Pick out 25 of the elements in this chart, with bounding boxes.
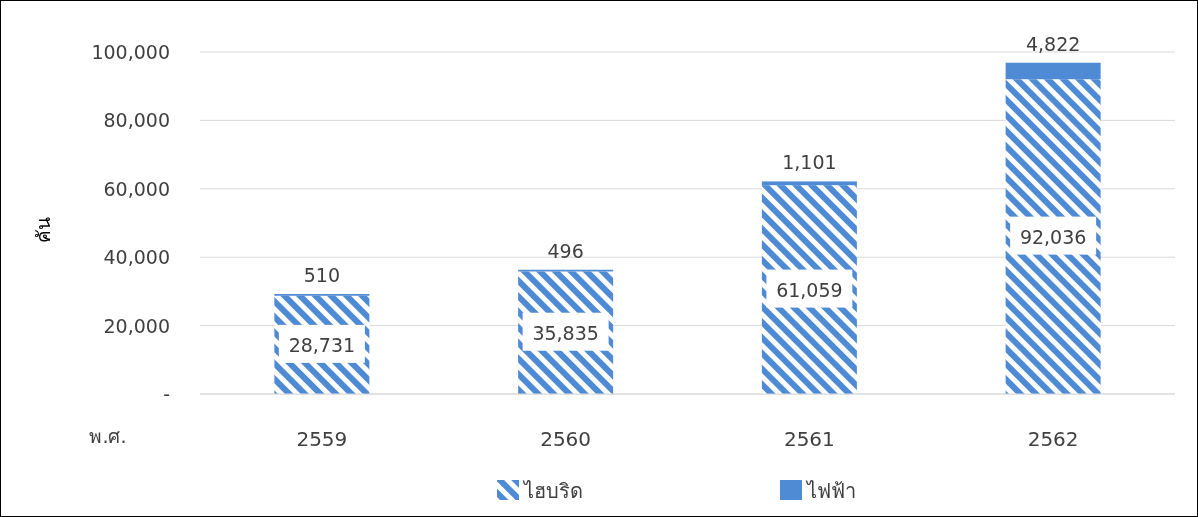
data-label: 4,822 — [1025, 32, 1081, 55]
x-tick-label: 2559 — [296, 427, 348, 451]
bar — [761, 181, 857, 186]
data-label: 1,101 — [782, 151, 837, 174]
y-axis-title: คัน — [32, 217, 54, 243]
data-label: 92,036 — [1019, 225, 1087, 248]
y-tick-label: 80,000 — [103, 109, 170, 132]
data-label: 496 — [547, 239, 584, 262]
x-tick-label: 2562 — [1027, 427, 1079, 451]
x-axis-title: พ.ศ. — [89, 425, 127, 447]
y-tick-label: 20,000 — [103, 314, 170, 337]
y-tick-label: - — [163, 383, 170, 405]
data-label: 28,731 — [288, 333, 356, 356]
data-label: 61,059 — [776, 278, 843, 301]
y-tick-label: 100,000 — [91, 41, 170, 63]
y-tick-label: 60,000 — [103, 177, 170, 200]
data-label: 510 — [303, 264, 341, 286]
x-tick-label: 2561 — [783, 427, 835, 451]
y-tick-label: 40,000 — [103, 246, 170, 269]
x-tick-label: 2560 — [540, 427, 592, 451]
bar — [1005, 79, 1101, 394]
legend-label: ไฟฟ้า — [805, 479, 856, 503]
legend-label: ไฮบริด — [522, 479, 583, 503]
bar — [1005, 62, 1101, 80]
data-label: 35,835 — [532, 321, 599, 344]
